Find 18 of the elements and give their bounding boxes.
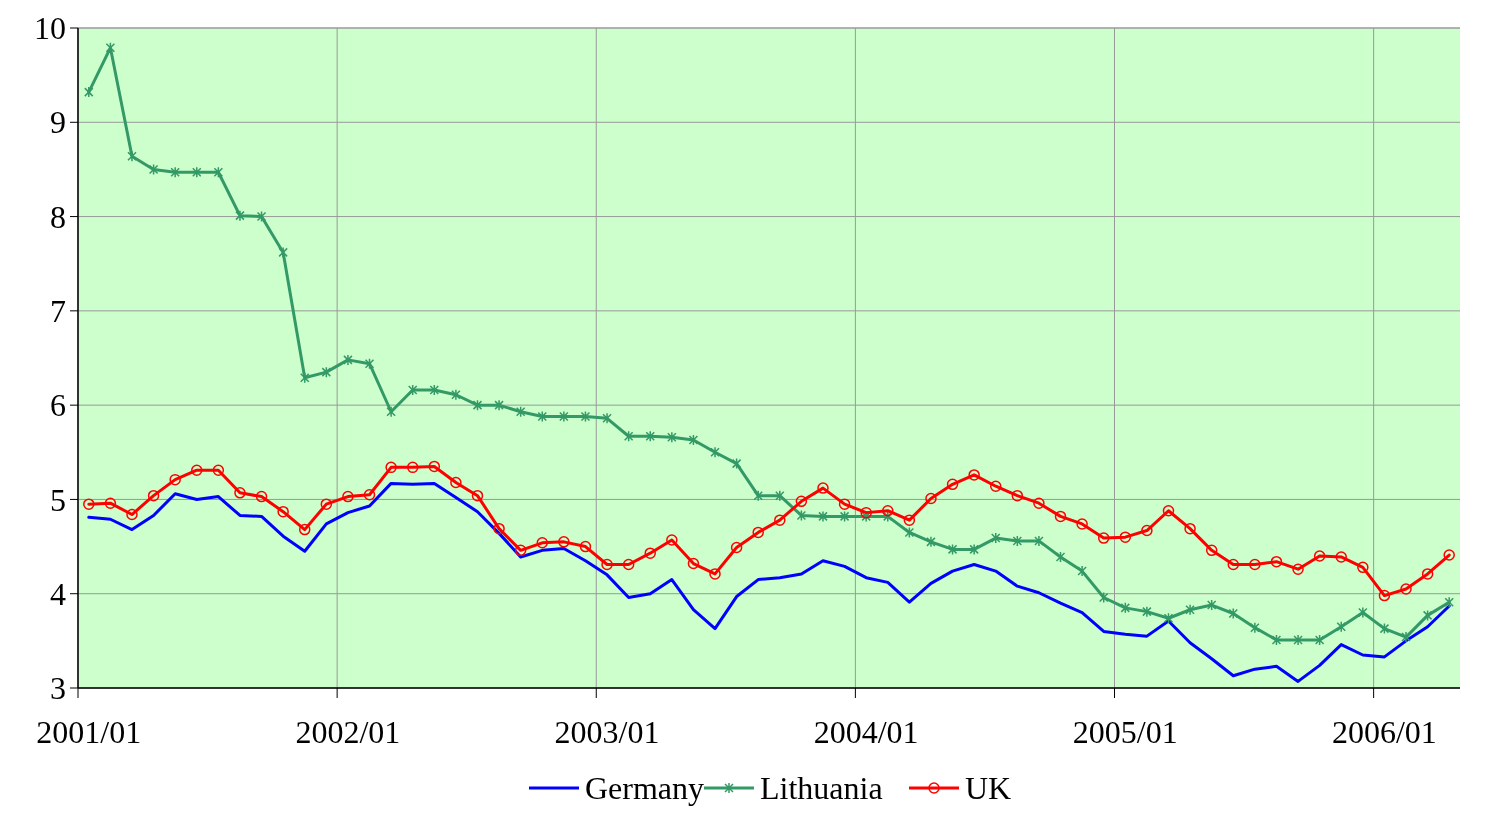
x-tick-label: 2001/01: [36, 714, 142, 750]
x-tick-label: 2002/01: [295, 714, 401, 750]
line-series: [87, 481, 1451, 683]
x-tick-label: 2003/01: [554, 714, 660, 750]
y-tick-label: 4: [50, 575, 66, 612]
x-tick-label: 2005/01: [1072, 714, 1178, 750]
legend-label: UK: [965, 770, 1012, 807]
y-tick-label: 10: [34, 10, 66, 47]
y-tick-label: 9: [50, 104, 66, 141]
legend-label: Germany: [585, 770, 705, 807]
legend-label: Lithuania: [760, 770, 883, 807]
y-tick-label: 7: [50, 293, 66, 330]
y-tick-label: 8: [50, 198, 66, 235]
x-tick-label: 2006/01: [1331, 714, 1437, 750]
x-tick-label: 2004/01: [813, 714, 919, 750]
y-tick-label: 3: [50, 670, 66, 707]
y-tick-label: 5: [50, 481, 66, 518]
y-tick-label: 6: [50, 387, 66, 424]
